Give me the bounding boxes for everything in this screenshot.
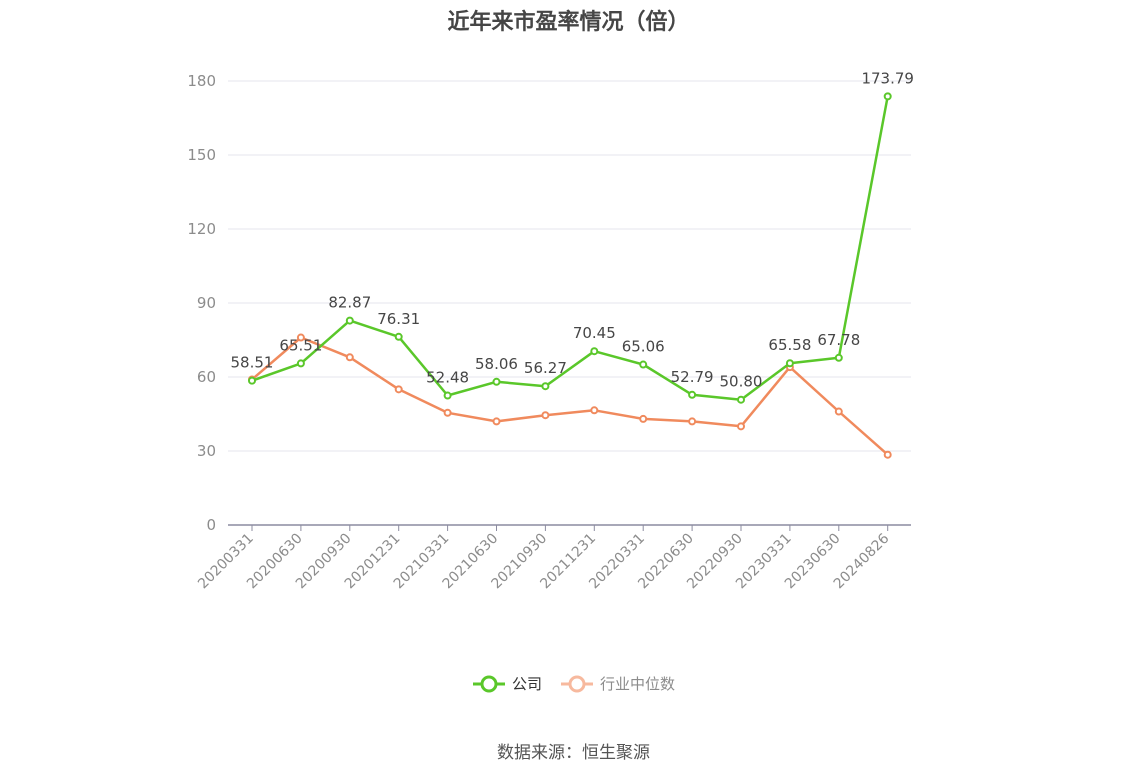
data-label: 173.79 <box>861 69 914 87</box>
data-point-0[interactable] <box>590 347 599 356</box>
data-label: 56.27 <box>524 359 567 377</box>
data-point-0[interactable] <box>737 395 745 404</box>
data-label: 70.45 <box>573 324 616 342</box>
series-line-1 <box>251 336 889 456</box>
data-point-1[interactable] <box>834 407 843 416</box>
data-point-0[interactable] <box>443 391 452 400</box>
source-note: 数据来源：恒生聚源 <box>497 743 650 763</box>
grid-lines <box>228 80 911 452</box>
data-label: 82.87 <box>328 294 371 312</box>
legend: 公司 行业中位数 <box>0 673 1147 694</box>
legend-industry-marker-icon <box>561 675 593 692</box>
data-point-0[interactable] <box>834 353 843 362</box>
data-labels: 58.51 65.51 82.87 76.31 52.48 58.06 56.27 70.45… <box>231 69 914 390</box>
y-tick-label: 90 <box>197 294 216 312</box>
y-tick-label: 180 <box>187 72 216 90</box>
data-point-1[interactable] <box>443 408 452 417</box>
data-label: 67.78 <box>817 331 860 349</box>
data-point-1[interactable] <box>492 417 501 426</box>
data-point-1[interactable] <box>883 450 892 459</box>
data-label: 58.06 <box>475 355 518 373</box>
data-label: 52.48 <box>426 369 469 387</box>
legend-item-company[interactable]: 公司 <box>472 673 542 694</box>
x-axis: 2020033120200630202009302020123120210331… <box>195 524 911 592</box>
y-tick-label: 60 <box>197 368 216 386</box>
data-point-0[interactable] <box>296 359 305 368</box>
data-label: 76.31 <box>377 310 420 328</box>
legend-label-industry-median: 行业中位数 <box>600 675 676 693</box>
data-point-0[interactable] <box>639 360 648 369</box>
data-label: 50.80 <box>720 373 763 391</box>
data-point-0[interactable] <box>541 382 550 391</box>
legend-label-company: 公司 <box>511 675 542 693</box>
data-point-0[interactable] <box>883 92 892 101</box>
data-point-0[interactable] <box>345 316 354 325</box>
data-point-1[interactable] <box>296 333 305 342</box>
series-lines <box>248 92 892 459</box>
data-point-1[interactable] <box>394 385 403 394</box>
data-point-0[interactable] <box>394 332 403 341</box>
data-point-0[interactable] <box>785 359 794 368</box>
y-axis: 0 30 60 90 120 150 180 <box>187 72 216 534</box>
data-label: 65.06 <box>622 338 665 356</box>
data-label: 65.51 <box>279 336 322 354</box>
y-tick-label: 120 <box>187 220 216 238</box>
data-label: 58.51 <box>231 354 274 372</box>
data-point-1[interactable] <box>590 406 599 415</box>
y-tick-label: 150 <box>187 146 216 164</box>
data-point-0[interactable] <box>688 390 697 399</box>
data-point-1[interactable] <box>737 422 745 431</box>
legend-item-industry-median[interactable]: 行业中位数 <box>560 673 675 694</box>
data-point-1[interactable] <box>639 414 648 423</box>
legend-company-marker-icon <box>472 675 505 692</box>
data-label: 65.58 <box>768 336 811 354</box>
chart-title: 近年来市盈率情况（倍） <box>447 10 690 35</box>
data-point-0[interactable] <box>492 377 501 386</box>
data-label: 52.79 <box>671 368 714 386</box>
y-tick-label: 30 <box>197 442 216 460</box>
data-point-1[interactable] <box>541 411 550 420</box>
data-point-1[interactable] <box>688 417 697 426</box>
series-line-0 <box>251 96 889 401</box>
data-point-1[interactable] <box>345 353 354 362</box>
data-point-0[interactable] <box>248 376 256 385</box>
y-tick-label: 0 <box>206 516 216 534</box>
